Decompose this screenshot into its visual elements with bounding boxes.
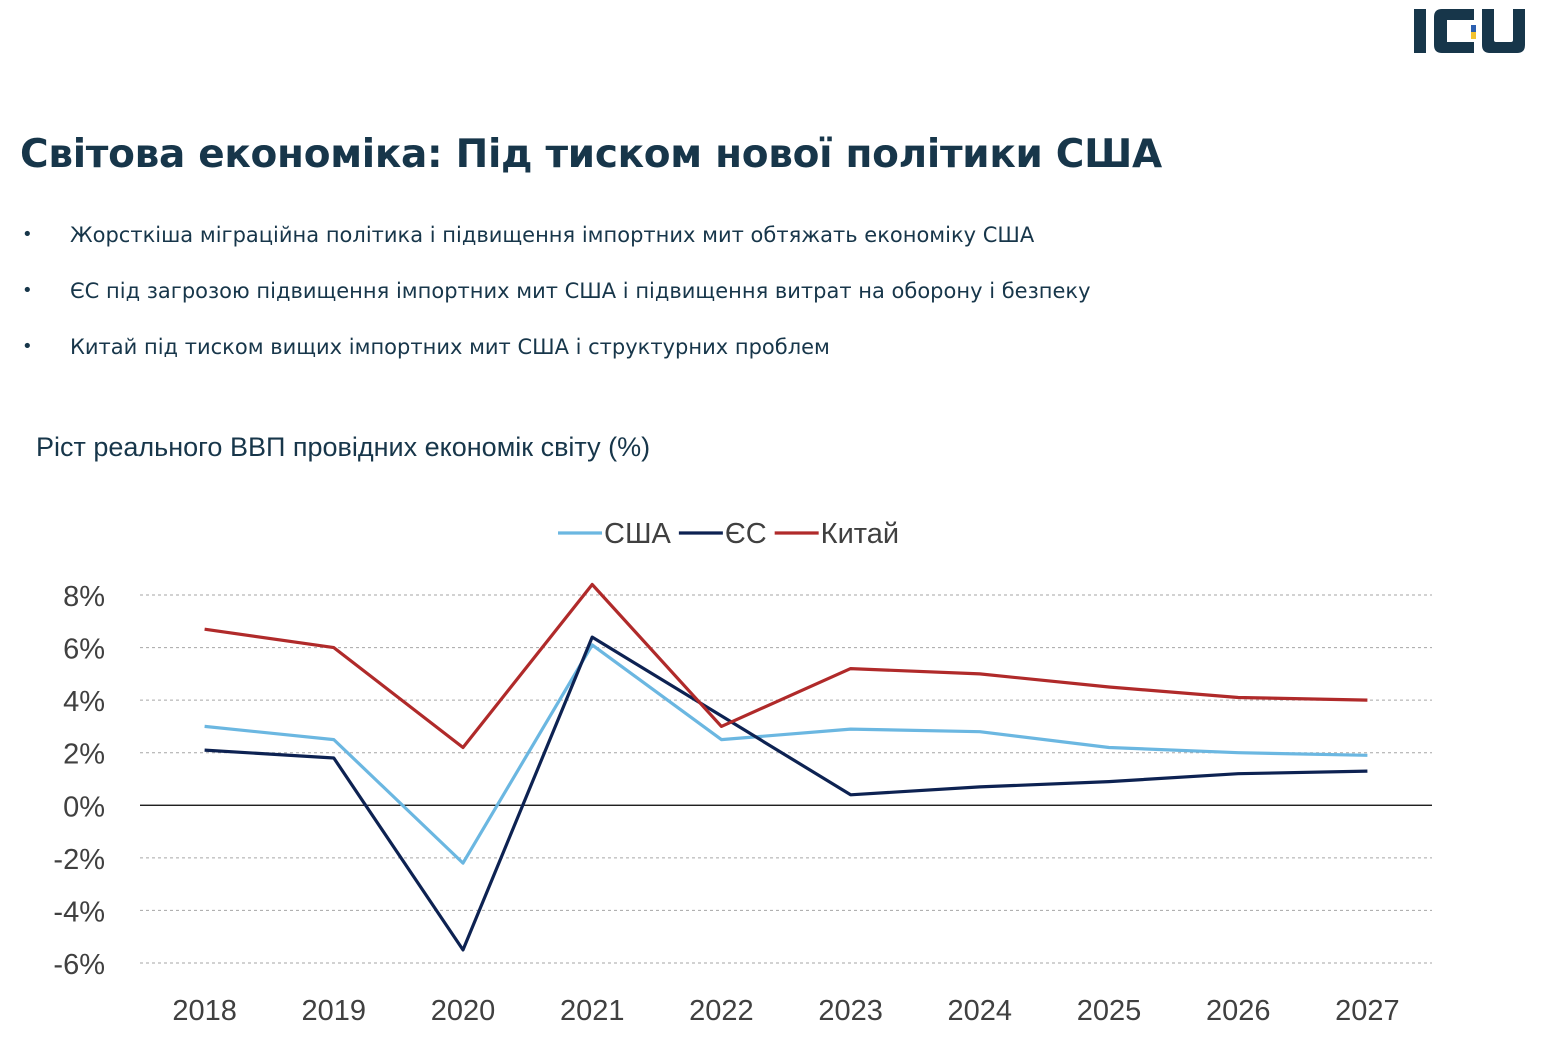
bullet-text: Жорсткіша міграційна політика і підвищен… xyxy=(70,223,1035,247)
x-tick-label: 2027 xyxy=(1335,995,1400,1027)
x-tick-label: 2024 xyxy=(948,995,1013,1027)
series-line xyxy=(204,635,1368,952)
bullet-text: ЄС під загрозою підвищення імпортних мит… xyxy=(70,279,1091,303)
bullet-dot: • xyxy=(22,224,33,245)
x-tick-label: 2025 xyxy=(1077,995,1142,1027)
series-line xyxy=(204,582,1368,750)
y-tick-label: 2% xyxy=(63,739,105,771)
x-tick-label: 2023 xyxy=(818,995,883,1027)
x-tick-label: 2026 xyxy=(1206,995,1271,1027)
legend-label: ЄС xyxy=(725,518,767,550)
legend-label: Китай xyxy=(821,518,899,550)
x-tick-label: 2020 xyxy=(431,995,496,1027)
legend-label: США xyxy=(604,518,672,550)
y-tick-label: -4% xyxy=(53,896,105,928)
x-tick-label: 2021 xyxy=(560,995,625,1027)
x-tick-label: 2018 xyxy=(172,995,237,1027)
y-tick-label: -6% xyxy=(53,949,105,981)
x-tick-label: 2019 xyxy=(302,995,367,1027)
bullet-dot: • xyxy=(22,336,33,357)
gdp-growth-line-chart: 8% 6% 4% 2% 0% -2% -4% -6% 2018 2019 2020 2021 2022 2… xyxy=(53,518,1432,1027)
bullet-dot: • xyxy=(22,280,33,301)
y-tick-label: 8% xyxy=(63,581,105,613)
y-tick-label: 4% xyxy=(63,686,105,718)
icu-logo xyxy=(1414,9,1525,53)
y-tick-label: -2% xyxy=(53,844,105,876)
page-title: Світова економіка: Під тиском нової полі… xyxy=(20,132,1162,177)
chart-title: Ріст реального ВВП провідних економік св… xyxy=(36,432,651,462)
y-tick-label: 6% xyxy=(63,634,105,666)
series-line xyxy=(204,643,1368,865)
bullet-text: Китай під тиском вищих імпортних мит США… xyxy=(70,335,830,359)
y-tick-label: 0% xyxy=(63,791,105,823)
x-tick-label: 2022 xyxy=(689,995,754,1027)
